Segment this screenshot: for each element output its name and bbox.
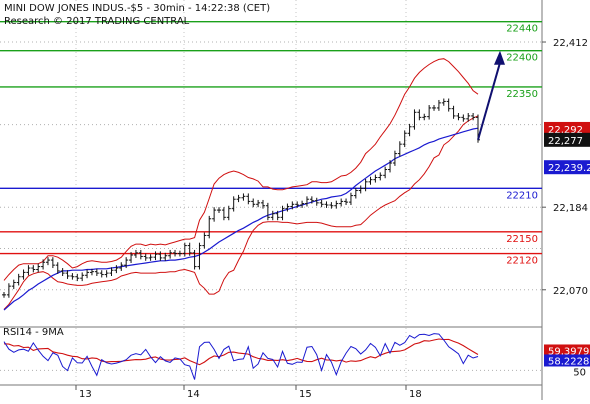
level-label-22400: 22400 bbox=[506, 53, 538, 64]
level-label-22210: 22210 bbox=[506, 190, 538, 201]
bollinger-upper bbox=[3, 58, 479, 281]
rsi-badge-bg-0 bbox=[544, 344, 590, 357]
rsi-title: RSI14 - 9MA bbox=[3, 327, 64, 338]
price-badge-bg-1 bbox=[544, 132, 590, 147]
x-tick-label: 15 bbox=[299, 389, 312, 400]
rsi-badge-1: 58.2228 bbox=[548, 356, 589, 367]
price-badge-1: 22,277 bbox=[548, 136, 583, 147]
level-label-22350: 22350 bbox=[506, 89, 538, 100]
price-badge-2: 22,239.2 bbox=[548, 163, 590, 174]
moving-average-line bbox=[3, 127, 479, 311]
forecast-arrow-head bbox=[494, 50, 505, 65]
y-tick-label: 22,070 bbox=[553, 286, 588, 297]
rsi-badge-bg-1 bbox=[544, 354, 590, 367]
bollinger-lower bbox=[3, 115, 479, 310]
price-badge-bg-2 bbox=[544, 160, 590, 175]
x-tick-label: 13 bbox=[79, 389, 92, 400]
forecast-arrow-shaft bbox=[477, 62, 501, 141]
price-bars bbox=[2, 98, 480, 298]
price-badge-bg-0 bbox=[544, 121, 590, 136]
x-tick-label: 18 bbox=[409, 389, 422, 400]
level-label-22150: 22150 bbox=[506, 234, 538, 245]
y-tick-label: 22,412 bbox=[553, 38, 588, 49]
rsi-badge-0: 59.3979 bbox=[548, 346, 589, 357]
header-line2: Research © 2017 TRADING CENTRAL bbox=[4, 16, 190, 27]
level-label-22440: 22440 bbox=[506, 24, 538, 35]
price-badge-0: 22,292 bbox=[548, 125, 583, 136]
rsi-line bbox=[3, 333, 479, 380]
rsi-ma-line bbox=[3, 338, 479, 366]
rsi-y-tick-label: 50 bbox=[573, 367, 586, 378]
level-label-22120: 22120 bbox=[506, 256, 538, 267]
header-line1: MINI DOW JONES INDUS.-$5 - 30min - 14:22… bbox=[4, 3, 270, 14]
x-tick-label: 14 bbox=[187, 389, 200, 400]
y-tick-label: 22,184 bbox=[553, 203, 588, 214]
